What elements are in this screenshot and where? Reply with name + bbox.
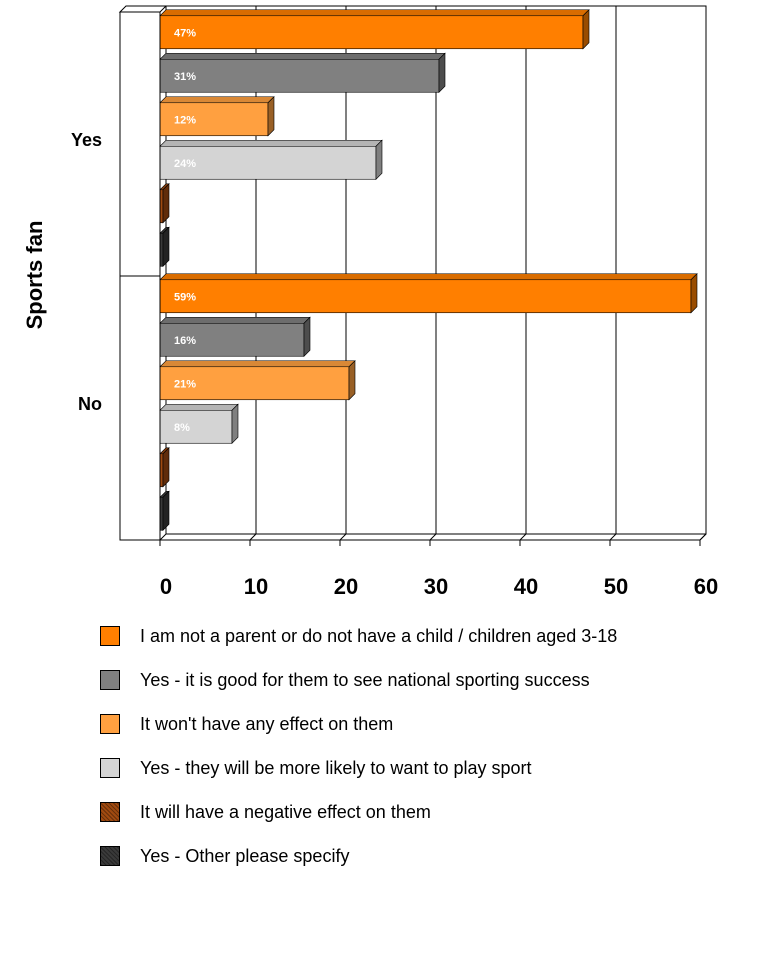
x-tick-label: 60 (694, 574, 718, 599)
x-tick-label: 0 (160, 574, 172, 599)
legend-item: Yes - Other please specify (100, 846, 617, 866)
x-tick-label: 30 (424, 574, 448, 599)
bar-value-label: 8% (174, 422, 190, 434)
bar-chart: 47% 31% 12% 24% 59% 16% 21% 8% 0 10 20 30 40 50 60 Ye… (22, 5, 718, 599)
legend-swatch (100, 670, 120, 690)
x-tick-label: 40 (514, 574, 538, 599)
legend-item: Yes - it is good for them to see nationa… (100, 670, 617, 690)
bar (159, 366, 350, 401)
bar-side-face (162, 226, 170, 267)
legend-swatch (100, 846, 120, 866)
bar-side-face (162, 490, 170, 531)
gridline-floor (249, 533, 257, 541)
bar (159, 322, 305, 357)
legend-item: I am not a parent or do not have a child… (100, 626, 617, 646)
bar (159, 279, 692, 314)
bar-value-label: 16% (174, 335, 196, 347)
legend-item: Yes - they will be more likely to want t… (100, 758, 617, 778)
category-axis-box-top (118, 5, 168, 13)
bar (159, 409, 233, 444)
bars: 47% 31% 12% 24% 59% 16% 21% 8% (159, 9, 698, 531)
bar-top-face (159, 360, 356, 368)
bar-side-face (162, 183, 170, 224)
bar-top-face (159, 139, 383, 147)
legend-swatch (100, 802, 120, 822)
bar (159, 102, 269, 137)
bar-top-face (159, 273, 698, 281)
bar-side-face (231, 403, 239, 444)
gridline-floor (159, 533, 167, 541)
bar-top-face (159, 96, 275, 104)
legend-label: It won't have any effect on them (140, 713, 394, 734)
bar-side-face (303, 316, 311, 357)
bar-value-label: 12% (174, 114, 196, 126)
bar-top-face (159, 52, 446, 60)
bar-side-face (438, 52, 446, 93)
legend-label: Yes - they will be more likely to want t… (140, 757, 532, 778)
gridline-floor (429, 533, 437, 541)
bar-side-face (348, 360, 356, 401)
legend-swatch (100, 626, 120, 646)
bar (159, 58, 440, 93)
tick-labels: 0 10 20 30 40 50 60 (160, 574, 718, 599)
bar-top-face (159, 403, 239, 411)
category-label: No (78, 394, 102, 414)
bar-value-label: 21% (174, 378, 196, 390)
bar-side-face (267, 96, 275, 137)
category-labels: Yes No (71, 130, 102, 414)
gridline-floor (339, 533, 347, 541)
legend-item: It won't have any effect on them (100, 714, 617, 734)
x-axis-corner (699, 533, 707, 541)
y-axis-title: Sports fan (22, 221, 47, 330)
bar-top-face (159, 9, 590, 17)
legend-label: I am not a parent or do not have a child… (140, 625, 618, 646)
category-label: Yes (71, 130, 102, 150)
bar-top-face (159, 316, 311, 324)
bar-side-face (375, 139, 383, 180)
legend-item: It will have a negative effect on them (100, 802, 617, 822)
bar (159, 15, 584, 50)
legend: I am not a parent or do not have a child… (100, 626, 617, 890)
bar-value-label: 59% (174, 291, 196, 303)
bar-value-label: 47% (174, 27, 196, 39)
gridline-floor (519, 533, 527, 541)
bar-side-face (690, 273, 698, 314)
bar-side-face (162, 447, 170, 488)
bar-value-label: 31% (174, 71, 196, 83)
x-tick-label: 10 (244, 574, 268, 599)
legend-label: Yes - Other please specify (140, 845, 350, 866)
x-tick-label: 50 (604, 574, 628, 599)
x-tick-label: 20 (334, 574, 358, 599)
bar-side-face (582, 9, 590, 50)
bar-value-label: 24% (174, 158, 196, 170)
bar (159, 145, 377, 180)
legend-label: It will have a negative effect on them (140, 801, 431, 822)
legend-swatch (100, 758, 120, 778)
legend-label: Yes - it is good for them to see nationa… (140, 669, 590, 690)
legend-swatch (100, 714, 120, 734)
axes (159, 12, 707, 546)
gridline-floor (609, 533, 617, 541)
grid-lines (159, 6, 707, 541)
